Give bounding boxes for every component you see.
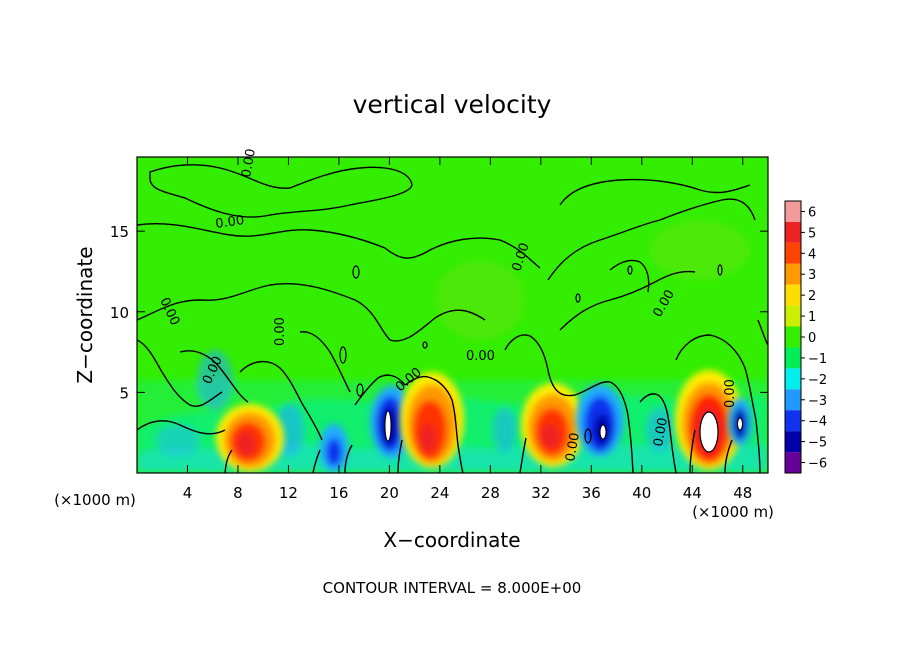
- x-tick-label: 16: [329, 484, 348, 502]
- contour-label: 0.00: [563, 432, 583, 463]
- y-tick-label: 15: [110, 223, 129, 241]
- contour-label: 0.00: [723, 379, 738, 408]
- cell-core-x37: [599, 424, 607, 440]
- x-unit-label-left: (×1000 m): [54, 491, 136, 509]
- x-tick-label: 32: [531, 484, 550, 502]
- x-tick-label: 24: [430, 484, 449, 502]
- colorbar-label: 1: [808, 310, 816, 325]
- colorbar-swatch: [785, 242, 801, 264]
- plot-frame: [136, 156, 769, 474]
- cell-core-x20: [384, 410, 392, 442]
- x-tick-label: 8: [233, 484, 243, 502]
- x-tick-label: 20: [380, 484, 399, 502]
- x-tick-label: 44: [683, 484, 702, 502]
- colorbar: 6 5 4 3 2 1 0 −1 −2 −3 −4 −5 −6: [784, 200, 827, 474]
- colorbar-swatch: [785, 284, 801, 306]
- x-tick-label: 48: [733, 484, 752, 502]
- colorbar-label: 4: [808, 247, 816, 262]
- colorbar-swatch: [785, 431, 801, 453]
- cell-core-x48: [737, 417, 743, 431]
- x-tick-label: 36: [582, 484, 601, 502]
- colorbar-swatch: [785, 452, 801, 473]
- contour-label: 0.00: [651, 417, 671, 448]
- contour-lines: [137, 164, 768, 473]
- chart-title: vertical velocity: [353, 90, 552, 119]
- colorbar-label: −1: [808, 352, 827, 367]
- x-tick-label: 4: [183, 484, 193, 502]
- colorbar-label: 6: [808, 205, 816, 220]
- colorbar-label: 5: [808, 226, 816, 241]
- y-axis: 5 10 15: [110, 223, 768, 402]
- colorbar-swatch: [785, 201, 801, 222]
- y-tick-label: 10: [110, 304, 129, 322]
- colorbar-swatch: [785, 326, 801, 348]
- x-axis-label: X−coordinate: [383, 528, 520, 552]
- contour-label: 0.00: [273, 317, 288, 346]
- colorbar-swatch: [785, 347, 801, 369]
- cell-core-x45: [699, 411, 719, 453]
- colorbar-label: 0: [808, 331, 816, 346]
- colorbar-swatch: [785, 221, 801, 243]
- y-tick-label: 5: [119, 384, 129, 402]
- contour-label: 0.00: [239, 148, 259, 179]
- plot-field: [137, 157, 768, 473]
- contour-interval-footer: CONTOUR INTERVAL = 8.000E+00: [323, 579, 582, 597]
- colorbar-label: −2: [808, 373, 827, 388]
- x-axis: 4 8 12 16 20 24 28 32 36 40 44 48: [183, 157, 752, 502]
- contour-label: 0.00: [466, 349, 495, 364]
- colorbar-swatch: [785, 263, 801, 285]
- colorbar-label: −6: [808, 457, 827, 472]
- x-tick-label: 12: [279, 484, 298, 502]
- colorbar-swatch: [785, 389, 801, 411]
- colorbar-label: −3: [808, 394, 827, 409]
- y-axis-label: Z−coordinate: [73, 246, 97, 383]
- contour-label: 0.00: [214, 213, 245, 232]
- colorbar-label: −4: [808, 415, 827, 430]
- colorbar-swatch: [785, 368, 801, 390]
- x-tick-label: 28: [481, 484, 500, 502]
- contour-loops: [339, 264, 723, 444]
- x-unit-label-right: (×1000 m): [692, 503, 774, 521]
- velocity-cells: [216, 370, 752, 472]
- colorbar-swatch: [785, 410, 801, 432]
- x-tick-label: 40: [632, 484, 651, 502]
- colorbar-label: 3: [808, 268, 816, 283]
- colorbar-swatch: [785, 305, 801, 327]
- colorbar-label: −5: [808, 436, 827, 451]
- colorbar-label: 2: [808, 289, 816, 304]
